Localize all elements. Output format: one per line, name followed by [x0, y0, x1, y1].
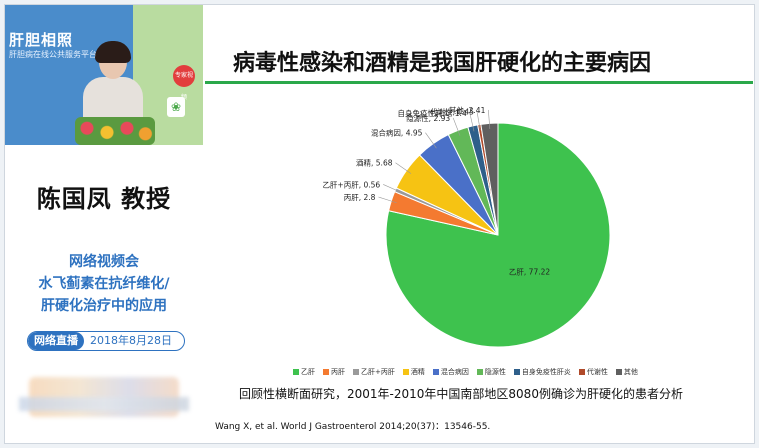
speaker-name: 陈国凤 教授 [36, 185, 172, 213]
pie-slice-label: 隐源性, 2.93 [406, 113, 450, 123]
legend-label: 乙肝 [301, 368, 315, 376]
pie-slice-label: 酒精, 5.68 [356, 158, 393, 168]
legend-item: 其他 [615, 368, 638, 376]
legend-swatch [353, 369, 359, 375]
slide-caption: 回顾性横断面研究，2001年-2010年中国南部地区8080例确诊为肝硬化的患者… [239, 387, 683, 401]
webinar-line: 肝硬化治疗中的应用 [41, 298, 167, 314]
pie-slice-label: 其他, 2.41 [449, 105, 486, 115]
chart-legend: 乙肝 丙肝 乙肝+丙肝 酒精 混合病因 隐源性 自身免疫性肝炎 代谢性 其他 [293, 367, 646, 377]
video-banner: 肝胆相照 [9, 31, 74, 49]
legend-label: 混合病因 [440, 368, 469, 376]
plant-icon: ❀ [167, 97, 185, 117]
pie-slice-label: 自身免疫性肝炎, 1.4 [398, 108, 467, 118]
live-tag: 网络直播 [28, 332, 84, 350]
blurred-region [19, 397, 189, 411]
speaker-video[interactable]: 肝胆相照 肝胆病在线公共服务平台 专家视频 ❀ [5, 5, 203, 145]
legend-label: 丙肝 [331, 368, 345, 376]
slide-citation: Wang X, et al. World J Gastroenterol 201… [215, 422, 491, 432]
legend-swatch [578, 369, 585, 375]
legend-label: 其他 [623, 368, 638, 376]
legend-item: 混合病因 [432, 368, 469, 376]
legend-item: 乙肝 [293, 368, 315, 376]
flower-arrangement [75, 117, 155, 145]
pie-leader-line [452, 117, 461, 136]
legend-swatch [293, 369, 299, 375]
legend-item: 代谢性 [578, 368, 608, 376]
legend-label: 代谢性 [586, 368, 608, 376]
legend-swatch [323, 369, 329, 375]
legend-label: 酒精 [410, 368, 425, 376]
pie-slice-label: 乙肝+丙肝, 0.56 [322, 180, 380, 189]
legend-item: 乙肝+丙肝 [353, 368, 395, 376]
live-badge: 网络直播 2018年8月28日 [27, 331, 185, 351]
pie-leader-line [383, 184, 401, 193]
window-frame: 肝胆相照 肝胆病在线公共服务平台 专家视频 ❀ 陈国凤 教授 网络视频会 水飞蓟… [4, 4, 755, 444]
webinar-line: 水飞蓟素在抗纤维化/ [38, 276, 170, 292]
pie-slice-label: 乙肝, 77.22 [509, 267, 550, 276]
pie-leader-line [395, 162, 412, 174]
pie-leader-line [476, 111, 481, 131]
pie-slice-label: 代谢性, 0.45 [430, 106, 474, 116]
slide-title: 病毒性感染和酒精是我国肝硬化的主要病因 [233, 51, 652, 76]
legend-label: 隐源性 [484, 368, 506, 376]
pie-slice-label: 混合病因, 4.95 [371, 128, 423, 138]
pie-leader-line [378, 196, 397, 204]
legend-swatch [476, 369, 483, 375]
legend-label: 乙肝+丙肝 [361, 368, 395, 376]
legend-swatch [402, 369, 409, 375]
legend-swatch [513, 369, 520, 375]
legend-swatch [615, 369, 622, 375]
live-date: 2018年8月28日 [90, 334, 172, 347]
webinar-title: 网络视频会 水飞蓟素在抗纤维化/ 肝硬化治疗中的应用 [5, 251, 203, 317]
legend-swatch [432, 369, 439, 375]
left-panel: 肝胆相照 肝胆病在线公共服务平台 专家视频 ❀ 陈国凤 教授 网络视频会 水飞蓟… [5, 5, 203, 443]
pie-leader-line [469, 112, 475, 132]
presentation-slide: 病毒性感染和酒精是我国肝硬化的主要病因 乙肝, 77.22 丙肝, 2.8 乙肝+丙… [203, 5, 754, 443]
webinar-line: 网络视频会 [69, 254, 139, 270]
video-badge: 专家视频 [173, 65, 195, 101]
pie-chart: 乙肝, 77.22 丙肝, 2.8 乙肝+丙肝, 0.56 酒精, 5.68 混合病因,… [322, 105, 611, 348]
pie-leader-line [488, 109, 491, 129]
legend-item: 酒精 [402, 368, 425, 376]
pie-slice-label: 丙肝, 2.8 [344, 193, 376, 202]
video-subtitle: 肝胆病在线公共服务平台 [9, 50, 97, 59]
pie-leader-line [425, 132, 437, 149]
legend-item: 隐源性 [476, 368, 506, 376]
legend-label: 自身免疫性肝炎 [521, 368, 571, 376]
legend-item: 丙肝 [323, 368, 345, 376]
title-underline [205, 81, 753, 84]
legend-item: 自身免疫性肝炎 [513, 368, 571, 376]
